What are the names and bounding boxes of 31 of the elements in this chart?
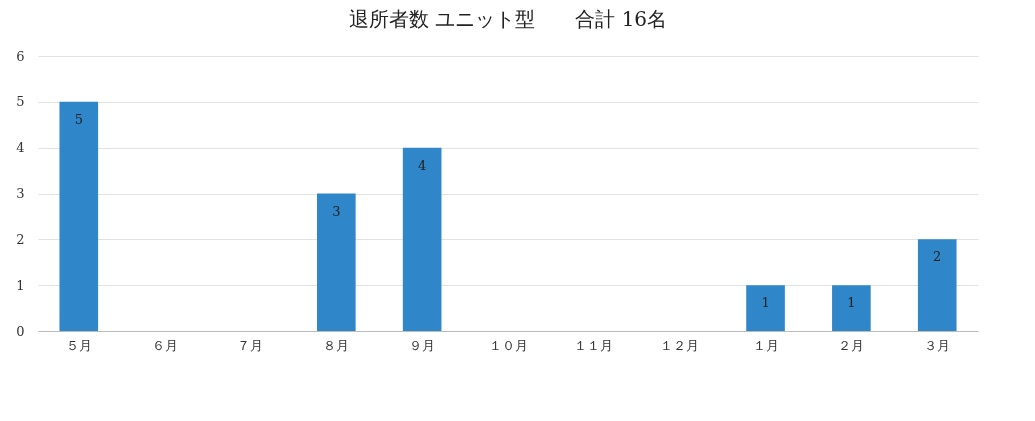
- x-tick-label: １１月: [574, 337, 614, 353]
- bar: [317, 193, 356, 331]
- data-label: 1: [761, 295, 770, 311]
- data-label: 3: [332, 203, 341, 219]
- y-tick-label: 4: [16, 140, 25, 156]
- bar: [917, 239, 957, 331]
- x-tick-label: ９月: [409, 337, 436, 353]
- y-tick-label: 0: [16, 323, 25, 339]
- y-tick-label: 2: [16, 231, 25, 247]
- bar: [746, 285, 785, 331]
- y-tick-label: 1: [16, 277, 25, 293]
- y-tick-label: 5: [16, 94, 25, 110]
- data-label: 5: [74, 111, 83, 127]
- x-tick-label: ２月: [838, 337, 865, 353]
- x-tick-label: ５月: [65, 337, 92, 353]
- x-tick-label: １０月: [488, 337, 528, 353]
- x-tick-label: １２月: [660, 337, 700, 353]
- data-label: 4: [418, 157, 427, 173]
- bar: [832, 285, 871, 331]
- data-label: 1: [847, 295, 856, 311]
- y-tick-label: 6: [16, 48, 25, 64]
- y-tick-label: 3: [16, 186, 25, 201]
- x-tick-label: ３月: [924, 337, 951, 353]
- x-tick-label: １月: [752, 337, 779, 353]
- x-tick-label: ７月: [237, 337, 264, 353]
- bar: [59, 101, 99, 331]
- data-label: 2: [933, 249, 942, 265]
- x-tick-label: ８月: [323, 337, 350, 353]
- chart-title: 退所者数 ユニット型 合計 16名: [348, 7, 668, 31]
- x-tick-label: ６月: [151, 337, 178, 353]
- bar: [402, 147, 442, 331]
